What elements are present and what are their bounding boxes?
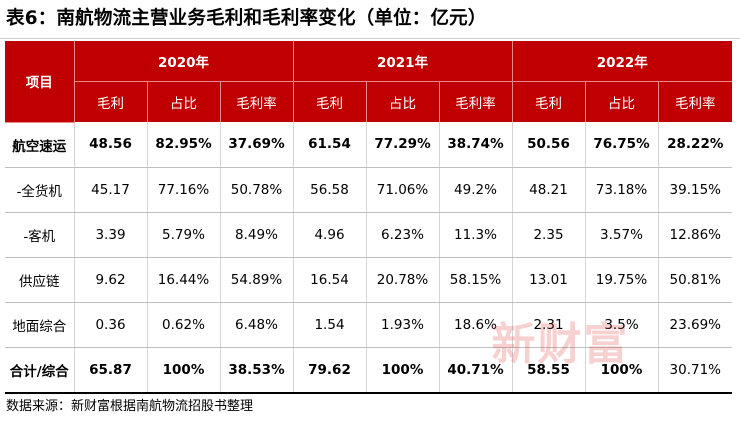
table-cell: 71.06% [366, 167, 440, 213]
table-cell: 4.96 [293, 212, 367, 258]
sub-header-gross-profit: 毛利 [512, 81, 586, 122]
table-cell: 58.15% [439, 257, 513, 303]
table-cell: 8.49% [220, 212, 294, 258]
table-row: 地面综合 0.36 0.62% 6.48% 1.54 1.93% 18.6% 2… [5, 302, 733, 348]
table-cell: 100% [585, 347, 659, 394]
sub-header-share: 占比 [585, 81, 659, 122]
sub-header-gross-profit: 毛利 [74, 81, 148, 122]
table-cell: 0.36 [74, 302, 148, 348]
table-row: 供应链 9.62 16.44% 54.89% 16.54 20.78% 58.1… [5, 257, 733, 303]
table-cell: 54.89% [220, 257, 294, 303]
table-cell: 50.81% [658, 257, 733, 303]
table-cell: 2.35 [512, 212, 586, 258]
year-header-2020: 2020年 [74, 41, 294, 82]
table-cell: 76.75% [585, 122, 659, 168]
table-cell: 100% [366, 347, 440, 394]
row-label: 合计/综合 [5, 347, 75, 394]
title-divider [0, 38, 740, 39]
table-cell: 45.17 [74, 167, 148, 213]
table-cell: 58.55 [512, 347, 586, 394]
table-row: -客机 3.39 5.79% 8.49% 4.96 6.23% 11.3% 2.… [5, 212, 733, 258]
table-cell: 38.53% [220, 347, 294, 394]
table-cell: 79.62 [293, 347, 367, 394]
table-cell: 61.54 [293, 122, 367, 168]
data-source-note: 数据来源：新财富根据南航物流招股书整理 [6, 399, 254, 414]
sub-header-margin: 毛利率 [658, 81, 733, 122]
table-cell: 3.5% [585, 302, 659, 348]
table-row-total: 合计/综合 65.87 100% 38.53% 79.62 100% 40.71… [5, 347, 733, 394]
table-row: 航空速运 48.56 82.95% 37.69% 61.54 77.29% 38… [5, 122, 733, 168]
table-cell: 48.21 [512, 167, 586, 213]
table-cell: 12.86% [658, 212, 733, 258]
table-cell: 0.62% [147, 302, 221, 348]
row-label: 地面综合 [5, 302, 75, 348]
table-cell: 37.69% [220, 122, 294, 168]
table-cell: 6.48% [220, 302, 294, 348]
row-label: -客机 [5, 212, 75, 258]
table-cell: 3.39 [74, 212, 148, 258]
table-cell: 11.3% [439, 212, 513, 258]
gross-profit-table: 项目 2020年 2021年 2022年 毛利 占比 毛利率 毛利 占比 毛利率… [5, 41, 733, 394]
row-label: 供应链 [5, 257, 75, 303]
table-cell: 50.56 [512, 122, 586, 168]
sub-header-margin: 毛利率 [439, 81, 513, 122]
sub-header-gross-profit: 毛利 [293, 81, 367, 122]
table-cell: 100% [147, 347, 221, 394]
table-cell: 13.01 [512, 257, 586, 303]
table-cell: 3.57% [585, 212, 659, 258]
table-cell: 65.87 [74, 347, 148, 394]
table-cell: 28.22% [658, 122, 733, 168]
table-cell: 49.2% [439, 167, 513, 213]
table-cell: 48.56 [74, 122, 148, 168]
table-cell: 18.6% [439, 302, 513, 348]
table-cell: 9.62 [74, 257, 148, 303]
table-cell: 73.18% [585, 167, 659, 213]
year-header-2022: 2022年 [512, 41, 733, 82]
table-cell: 39.15% [658, 167, 733, 213]
table-cell: 23.69% [658, 302, 733, 348]
table-cell: 82.95% [147, 122, 221, 168]
table-cell: 77.29% [366, 122, 440, 168]
table-cell: 5.79% [147, 212, 221, 258]
row-label: -全货机 [5, 167, 75, 213]
sub-header-share: 占比 [366, 81, 440, 122]
table-cell: 2.31 [512, 302, 586, 348]
table-cell: 6.23% [366, 212, 440, 258]
table-cell: 30.71% [658, 347, 733, 394]
table-cell: 77.16% [147, 167, 221, 213]
table-cell: 56.58 [293, 167, 367, 213]
sub-header-share: 占比 [147, 81, 221, 122]
table-cell: 1.54 [293, 302, 367, 348]
row-label: 航空速运 [5, 122, 75, 168]
table-cell: 16.44% [147, 257, 221, 303]
table-row: -全货机 45.17 77.16% 50.78% 56.58 71.06% 49… [5, 167, 733, 213]
table-cell: 16.54 [293, 257, 367, 303]
sub-header-margin: 毛利率 [220, 81, 294, 122]
table-cell: 20.78% [366, 257, 440, 303]
table-cell: 38.74% [439, 122, 513, 168]
table-cell: 19.75% [585, 257, 659, 303]
table-cell: 1.93% [366, 302, 440, 348]
table-title: 表6：南航物流主营业务毛利和毛利率变化（单位：亿元） [6, 8, 487, 29]
item-column-header: 项目 [5, 41, 75, 123]
table-cell: 40.71% [439, 347, 513, 394]
year-header-2021: 2021年 [293, 41, 513, 82]
table-cell: 50.78% [220, 167, 294, 213]
